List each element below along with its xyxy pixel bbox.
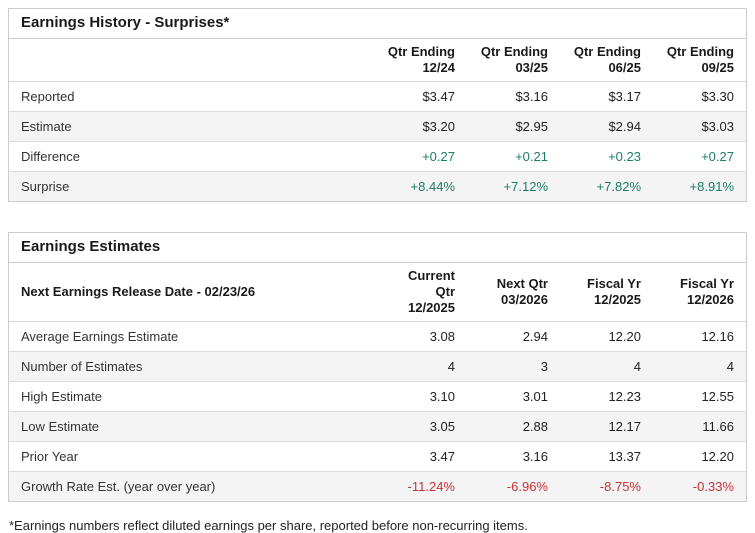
cell-value: 3.05 — [374, 411, 467, 442]
table-row: Estimate $3.20 $2.95 $2.94 $3.03 — [9, 111, 746, 142]
table-row: Growth Rate Est. (year over year) -11.24… — [9, 471, 746, 501]
cell-value: -8.75% — [560, 471, 653, 501]
row-label: Surprise — [9, 171, 374, 201]
earnings-history-header-row: Qtr Ending 12/24 Qtr Ending 03/25 Qtr En… — [9, 38, 746, 82]
cell-value: +0.27 — [653, 141, 746, 172]
column-header-line2: 03/2026 — [501, 292, 548, 307]
table-row: Reported $3.47 $3.16 $3.17 $3.30 — [9, 82, 746, 112]
cell-value: $3.20 — [374, 111, 467, 142]
cell-value: +0.23 — [560, 141, 653, 172]
column-header: Fiscal Yr 12/2025 — [560, 262, 653, 322]
cell-value: 2.88 — [467, 411, 560, 442]
cell-value: 4 — [653, 351, 746, 382]
table-row: Difference +0.27 +0.21 +0.23 +0.27 — [9, 141, 746, 172]
cell-value: 2.94 — [522, 329, 548, 344]
cell-value: $3.03 — [653, 111, 746, 142]
column-header-line1: Qtr Ending — [666, 44, 734, 59]
column-header-line1: Qtr Ending — [480, 44, 548, 59]
earnings-footnote: *Earnings numbers reflect diluted earnin… — [9, 518, 528, 533]
table-row: Low Estimate 3.05 2.88 12.17 11.66 — [9, 411, 746, 442]
row-label: Growth Rate Est. (year over year) — [9, 471, 374, 501]
cell-value: 3.08 — [429, 329, 455, 344]
cell-value: 3 — [467, 351, 560, 382]
cell-value: $3.17 — [608, 89, 641, 104]
cell-value: 12.23 — [560, 381, 653, 412]
table-row: Number of Estimates 4 3 4 4 — [9, 351, 746, 382]
column-header: Qtr Ending 12/24 — [374, 38, 467, 82]
table-row: Prior Year 3.47 3.16 13.37 12.20 — [9, 441, 746, 472]
cell-value: +7.12% — [467, 171, 560, 201]
cell-value: -11.24% — [374, 471, 467, 501]
cell-value: +7.82% — [560, 171, 653, 201]
cell-value: -0.33% — [653, 471, 746, 501]
earnings-estimates-table: Next Earnings Release Date - 02/23/26 Cu… — [9, 262, 746, 501]
cell-value: $3.30 — [701, 89, 734, 104]
earnings-history-table: Qtr Ending 12/24 Qtr Ending 03/25 Qtr En… — [9, 38, 746, 201]
row-label: Estimate — [9, 111, 374, 142]
cell-value: $2.94 — [560, 111, 653, 142]
column-header: Next Qtr 03/2026 — [467, 262, 560, 322]
cell-value: 3.47 — [374, 441, 467, 472]
column-header-line1: Next Qtr — [496, 276, 548, 291]
cell-value: 13.37 — [560, 441, 653, 472]
earnings-estimates-panel: Earnings Estimates Next Earnings Release… — [8, 232, 747, 502]
cell-value: 12.17 — [560, 411, 653, 442]
earnings-history-title: Earnings History - Surprises* — [21, 14, 230, 31]
row-label: Low Estimate — [9, 411, 374, 442]
column-header: Qtr Ending 06/25 — [560, 38, 653, 82]
column-header-line2: 12/24 — [422, 60, 455, 75]
cell-value: 12.20 — [653, 441, 746, 472]
cell-value: -6.96% — [467, 471, 560, 501]
cell-value: 4 — [374, 351, 467, 382]
cell-value: +0.21 — [467, 141, 560, 172]
column-header-line2: 12/2025 — [408, 300, 455, 315]
cell-value: $3.47 — [422, 89, 455, 104]
column-header: Current Qtr 12/2025 — [374, 262, 467, 322]
cell-value: +0.27 — [374, 141, 467, 172]
column-header-line1: Qtr Ending — [573, 44, 641, 59]
column-header: Qtr Ending 09/25 — [653, 38, 746, 82]
cell-value: 4 — [560, 351, 653, 382]
column-header-line1: Fiscal Yr — [587, 276, 641, 291]
earnings-history-panel: Earnings History - Surprises* Qtr Ending… — [8, 8, 747, 202]
cell-value: 11.66 — [653, 411, 746, 442]
cell-value: $2.95 — [467, 111, 560, 142]
cell-value: 3.16 — [467, 441, 560, 472]
column-header: Qtr Ending 03/25 — [467, 38, 560, 82]
row-label: Number of Estimates — [9, 351, 374, 382]
table-row: Surprise +8.44% +7.12% +7.82% +8.91% — [9, 171, 746, 201]
column-header-line2: 12/2026 — [687, 292, 734, 307]
column-header: Fiscal Yr 12/2026 — [653, 262, 746, 322]
cell-value: $3.16 — [515, 89, 548, 104]
earnings-history-header-spacer — [9, 38, 374, 82]
column-header-line2: 03/25 — [515, 60, 548, 75]
cell-value: 3.01 — [467, 381, 560, 412]
row-label: Prior Year — [9, 441, 374, 472]
column-header-line1: Qtr Ending — [387, 44, 455, 59]
column-header-line2: 06/25 — [608, 60, 641, 75]
cell-value: 12.16 — [701, 329, 734, 344]
earnings-estimates-header-row: Next Earnings Release Date - 02/23/26 Cu… — [9, 262, 746, 322]
column-header-line1: Fiscal Yr — [680, 276, 734, 291]
cell-value: 12.20 — [608, 329, 641, 344]
row-label: Reported — [21, 89, 75, 104]
cell-value: 3.10 — [374, 381, 467, 412]
earnings-estimates-title: Earnings Estimates — [21, 238, 161, 255]
table-row: Average Earnings Estimate 3.08 2.94 12.2… — [9, 322, 746, 352]
column-header-line2: 09/25 — [701, 60, 734, 75]
row-label: Average Earnings Estimate — [21, 329, 179, 344]
cell-value: 12.55 — [653, 381, 746, 412]
row-label: Difference — [9, 141, 374, 172]
cell-value: +8.44% — [374, 171, 467, 201]
cell-value: +8.91% — [653, 171, 746, 201]
table-row: High Estimate 3.10 3.01 12.23 12.55 — [9, 381, 746, 412]
row-label: High Estimate — [9, 381, 374, 412]
column-header-line1: Current Qtr — [408, 268, 455, 299]
next-earnings-release-date: Next Earnings Release Date - 02/23/26 — [9, 262, 374, 322]
column-header-line2: 12/2025 — [594, 292, 641, 307]
